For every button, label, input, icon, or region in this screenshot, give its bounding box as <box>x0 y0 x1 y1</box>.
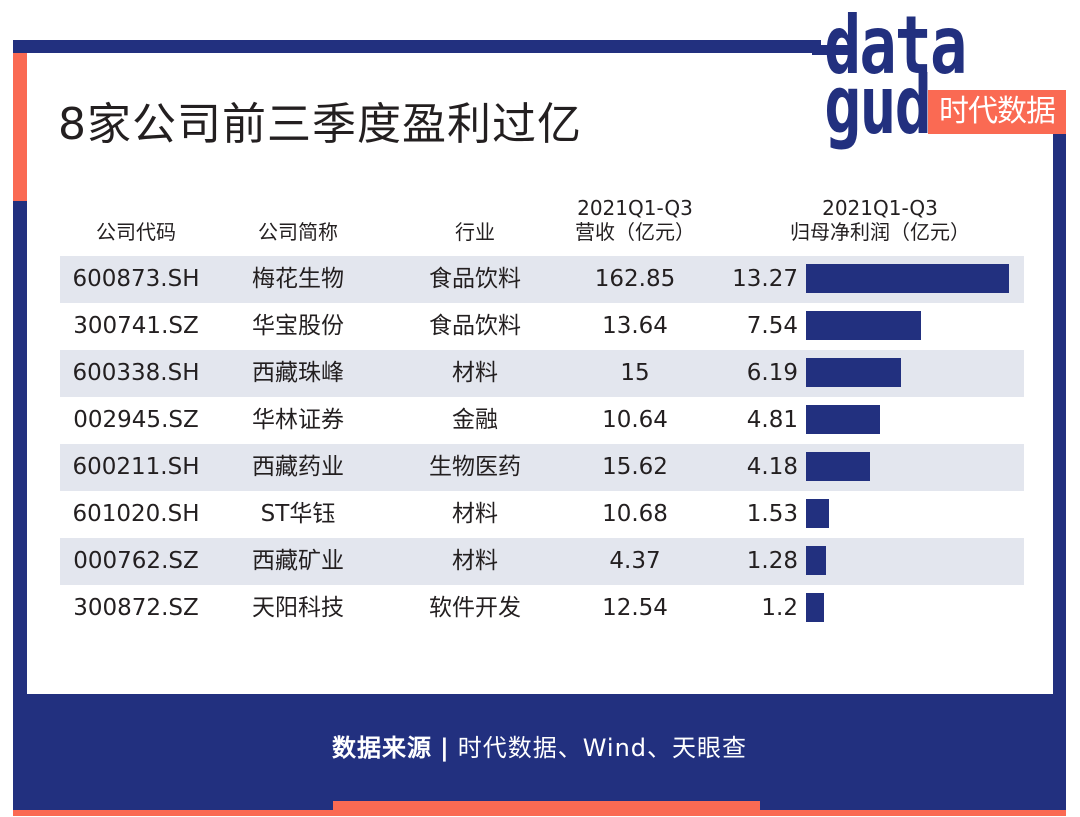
frame-left-bar <box>13 201 27 695</box>
cell-code: 300872.SZ <box>73 595 199 621</box>
table-header: 公司代码 公司简称 行业 2021Q1-Q3 营收（亿元） 2021Q1-Q3 … <box>60 192 1024 248</box>
cell-profit: 7.54 <box>746 313 798 339</box>
cell-revenue: 12.54 <box>602 595 668 621</box>
cell-profit: 1.28 <box>746 548 798 574</box>
cell-industry: 食品饮料 <box>429 313 521 339</box>
cell-profit: 6.19 <box>746 360 798 386</box>
profit-bar <box>806 264 1009 293</box>
data-source-separator: | <box>439 734 450 762</box>
cell-industry: 材料 <box>452 360 498 386</box>
cell-name: 西藏药业 <box>252 454 344 480</box>
header-revenue-period: 2021Q1-Q3 <box>577 196 693 220</box>
cell-industry: 金融 <box>452 407 498 433</box>
cell-revenue: 10.64 <box>602 407 668 433</box>
cell-code: 600873.SH <box>72 266 200 292</box>
profit-bar <box>806 311 921 340</box>
table-row: 300741.SZ 华宝股份 食品饮料 13.64 7.54 <box>60 303 1024 350</box>
cell-code: 000762.SZ <box>73 548 199 574</box>
cell-name: ST华钰 <box>260 501 336 527</box>
cell-revenue: 4.37 <box>609 548 661 574</box>
cell-name: 梅花生物 <box>252 266 344 292</box>
cell-code: 600211.SH <box>72 454 200 480</box>
logo-badge: 时代数据 <box>928 90 1066 134</box>
cell-code: 601020.SH <box>72 501 200 527</box>
cell-name: 西藏矿业 <box>252 548 344 574</box>
header-industry: 行业 <box>455 220 495 244</box>
cell-industry: 食品饮料 <box>429 266 521 292</box>
header-code: 公司代码 <box>96 220 176 244</box>
data-source-list: 时代数据、Wind、天眼查 <box>457 734 748 762</box>
cell-code: 300741.SZ <box>73 313 199 339</box>
header-revenue: 营收（亿元） <box>575 220 695 244</box>
cell-revenue: 15.62 <box>602 454 668 480</box>
profit-bar <box>806 452 870 481</box>
cell-name: 华宝股份 <box>252 313 344 339</box>
cell-profit: 1.53 <box>746 501 798 527</box>
cell-name: 华林证券 <box>252 407 344 433</box>
cell-name: 西藏珠峰 <box>252 360 344 386</box>
cell-profit: 4.18 <box>746 454 798 480</box>
cell-name: 天阳科技 <box>252 595 344 621</box>
frame-top-bar <box>13 40 821 53</box>
cell-industry: 材料 <box>452 501 498 527</box>
table-row: 600873.SH 梅花生物 食品饮料 162.85 13.27 <box>60 256 1024 303</box>
table-row: 300872.SZ 天阳科技 软件开发 12.54 1.2 <box>60 585 1024 632</box>
cell-code: 002945.SZ <box>73 407 199 433</box>
cell-industry: 软件开发 <box>429 595 521 621</box>
profit-bar <box>806 499 829 528</box>
table-row: 600338.SH 西藏珠峰 材料 15 6.19 <box>60 350 1024 397</box>
data-source-label: 数据来源 <box>331 734 432 762</box>
data-source-line: 数据来源 | 时代数据、Wind、天眼查 <box>13 728 1066 763</box>
header-profit: 归母净利润（亿元） <box>790 220 970 244</box>
logo-dash <box>812 45 856 55</box>
chart-title: 8家公司前三季度盈利过亿 <box>58 99 582 150</box>
cell-industry: 材料 <box>452 548 498 574</box>
cell-revenue: 13.64 <box>602 313 668 339</box>
cell-revenue: 162.85 <box>594 266 676 292</box>
cell-code: 600338.SH <box>72 360 200 386</box>
cell-profit: 13.27 <box>732 266 798 292</box>
table-row: 000762.SZ 西藏矿业 材料 4.37 1.28 <box>60 538 1024 585</box>
frame-left-accent <box>13 53 27 201</box>
table-row: 600211.SH 西藏药业 生物医药 15.62 4.18 <box>60 444 1024 491</box>
datagud-logo: data gud 时代数据 <box>812 0 1070 155</box>
header-profit-period: 2021Q1-Q3 <box>822 196 938 220</box>
table-row: 002945.SZ 华林证券 金融 10.64 4.81 <box>60 397 1024 444</box>
footer-banner: 数据来源 | 时代数据、Wind、天眼查 <box>13 694 1066 810</box>
profit-bar <box>806 593 824 622</box>
table-row: 601020.SH ST华钰 材料 10.68 1.53 <box>60 491 1024 538</box>
logo-word-data: data <box>824 0 967 93</box>
header-name: 公司简称 <box>258 220 338 244</box>
cell-revenue: 15 <box>620 360 650 386</box>
profit-bar <box>806 358 901 387</box>
cell-industry: 生物医药 <box>429 454 521 480</box>
footer-accent-strip <box>13 810 1066 816</box>
frame-right-bar <box>1053 130 1066 695</box>
cell-profit: 1.2 <box>761 595 798 621</box>
cell-revenue: 10.68 <box>602 501 668 527</box>
profit-bar <box>806 405 880 434</box>
footer-accent-tab <box>333 801 760 811</box>
cell-profit: 4.81 <box>746 407 798 433</box>
profit-bar <box>806 546 826 575</box>
logo-word-gud: gud <box>824 57 932 153</box>
